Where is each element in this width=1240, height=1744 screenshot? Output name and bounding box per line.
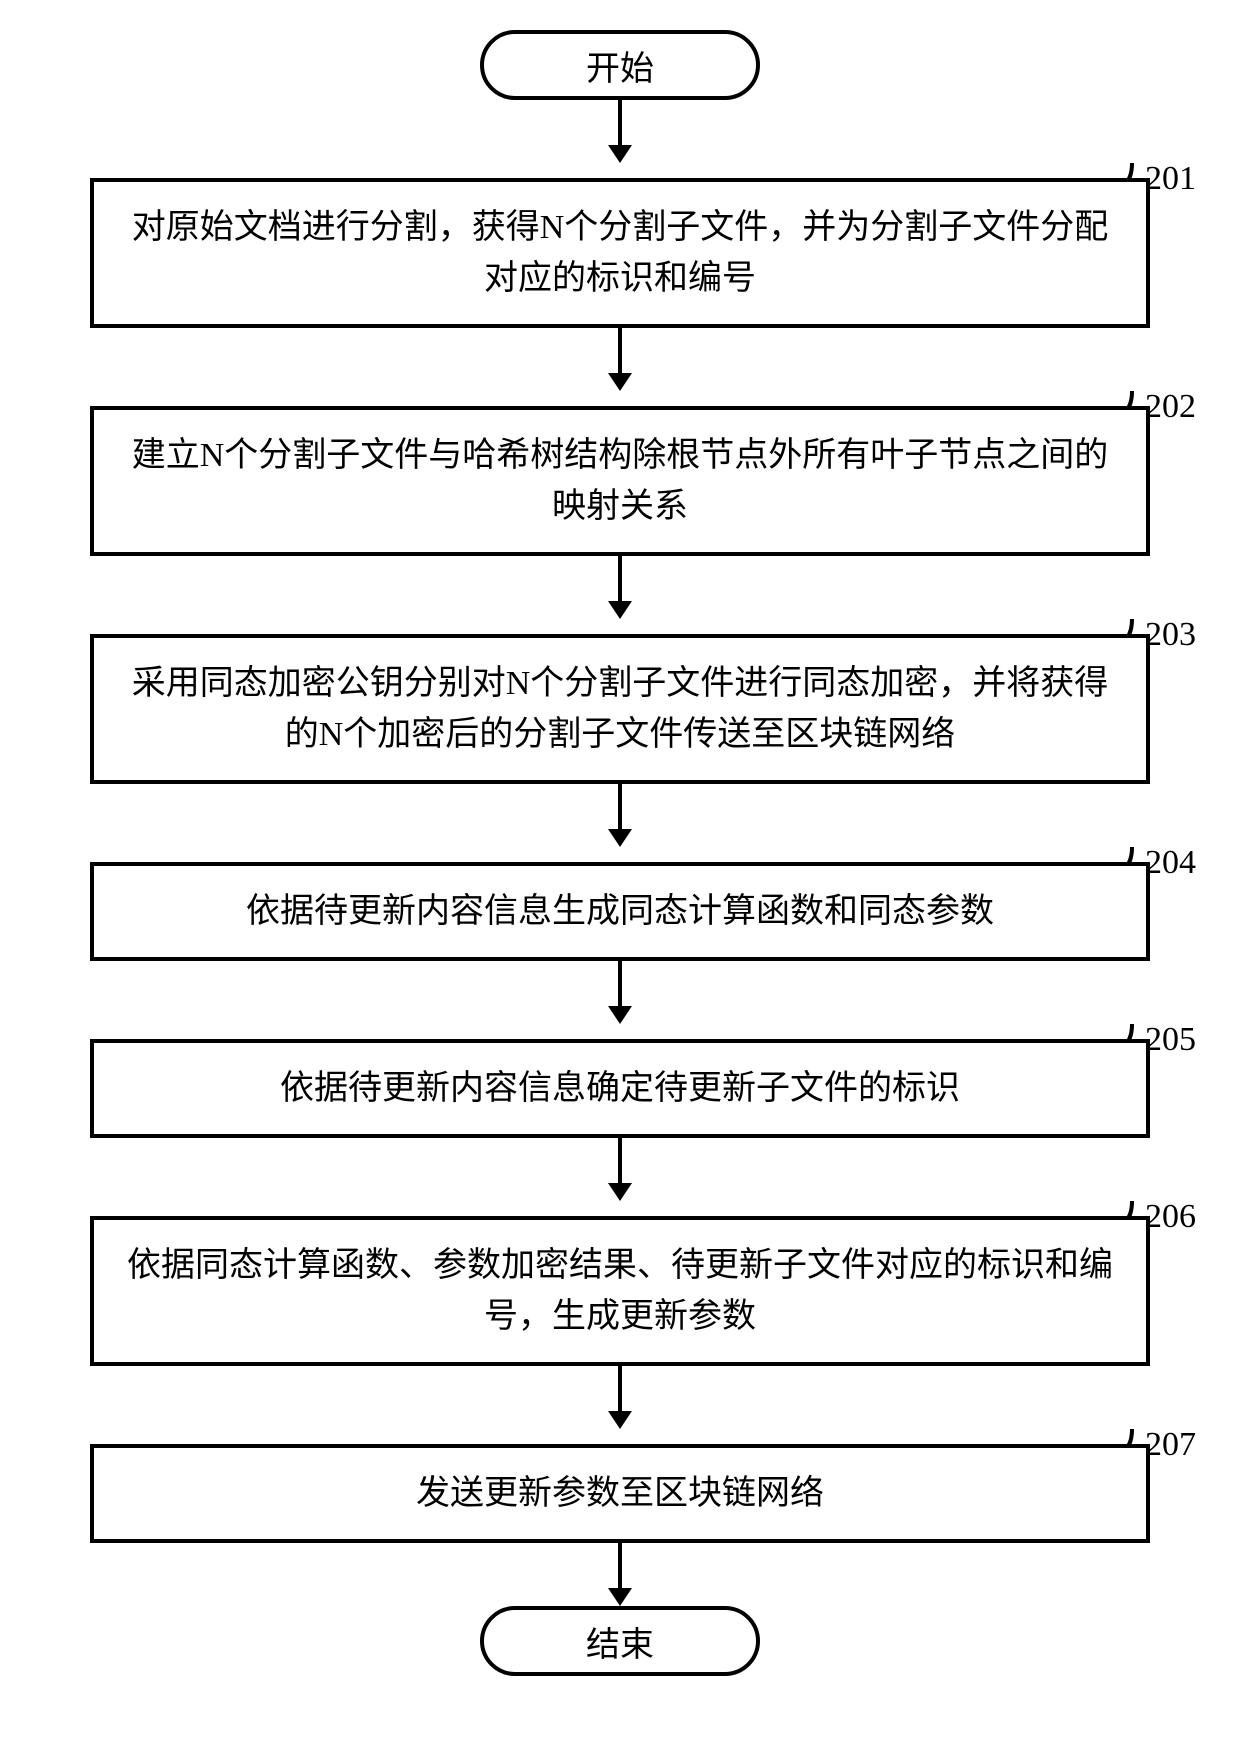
step-label-206: 206 bbox=[1145, 1198, 1196, 1236]
process-step-205: 205 依据待更新内容信息确定待更新子文件的标识 bbox=[90, 1039, 1150, 1138]
step-text-207: 发送更新参数至区块链网络 bbox=[119, 1468, 1121, 1519]
process-step-207: 207 发送更新参数至区块链网络 bbox=[90, 1444, 1150, 1543]
start-terminator: 开始 bbox=[480, 30, 760, 100]
connector-205 bbox=[50, 1024, 1190, 1039]
arrow-icon bbox=[605, 1138, 635, 1201]
process-step-203: 203 采用同态加密公钥分别对N个分割子文件进行同态加密，并将获得的N个加密后的… bbox=[90, 634, 1150, 784]
step-text-203: 采用同态加密公钥分别对N个分割子文件进行同态加密，并将获得的N个加密后的分割子文… bbox=[119, 658, 1121, 760]
step-label-201: 201 bbox=[1145, 160, 1196, 198]
arrow-icon bbox=[605, 556, 635, 619]
step-text-202: 建立N个分割子文件与哈希树结构除根节点外所有叶子节点之间的映射关系 bbox=[119, 430, 1121, 532]
process-step-204: 204 依据待更新内容信息生成同态计算函数和同态参数 bbox=[90, 862, 1150, 961]
step-text-205: 依据待更新内容信息确定待更新子文件的标识 bbox=[119, 1063, 1121, 1114]
step-text-204: 依据待更新内容信息生成同态计算函数和同态参数 bbox=[119, 886, 1121, 937]
flowchart-container: 开始 201 对原始文档进行分割，获得N个分割子文件，并为分割子文件分配对应的标… bbox=[50, 30, 1190, 1676]
end-label: 结束 bbox=[586, 1617, 654, 1666]
arrow-icon bbox=[605, 784, 635, 847]
arrow-icon bbox=[605, 961, 635, 1024]
connector-204 bbox=[50, 847, 1190, 862]
step-label-207: 207 bbox=[1145, 1426, 1196, 1464]
connector-202 bbox=[50, 391, 1190, 406]
step-label-202: 202 bbox=[1145, 388, 1196, 426]
process-step-202: 202 建立N个分割子文件与哈希树结构除根节点外所有叶子节点之间的映射关系 bbox=[90, 406, 1150, 556]
step-label-205: 205 bbox=[1145, 1021, 1196, 1059]
end-terminator: 结束 bbox=[480, 1606, 760, 1676]
connector-201 bbox=[50, 163, 1190, 178]
process-step-201: 201 对原始文档进行分割，获得N个分割子文件，并为分割子文件分配对应的标识和编… bbox=[90, 178, 1150, 328]
connector-206 bbox=[50, 1201, 1190, 1216]
connector-203 bbox=[50, 619, 1190, 634]
connector-207 bbox=[50, 1429, 1190, 1444]
step-text-206: 依据同态计算函数、参数加密结果、待更新子文件对应的标识和编号，生成更新参数 bbox=[119, 1240, 1121, 1342]
arrow-icon bbox=[605, 100, 635, 163]
process-step-206: 206 依据同态计算函数、参数加密结果、待更新子文件对应的标识和编号，生成更新参… bbox=[90, 1216, 1150, 1366]
step-text-201: 对原始文档进行分割，获得N个分割子文件，并为分割子文件分配对应的标识和编号 bbox=[119, 202, 1121, 304]
arrow-icon bbox=[605, 1366, 635, 1429]
arrow-icon bbox=[605, 328, 635, 391]
arrow-icon bbox=[605, 1543, 635, 1606]
start-label: 开始 bbox=[586, 41, 654, 90]
step-label-204: 204 bbox=[1145, 844, 1196, 882]
step-label-203: 203 bbox=[1145, 616, 1196, 654]
